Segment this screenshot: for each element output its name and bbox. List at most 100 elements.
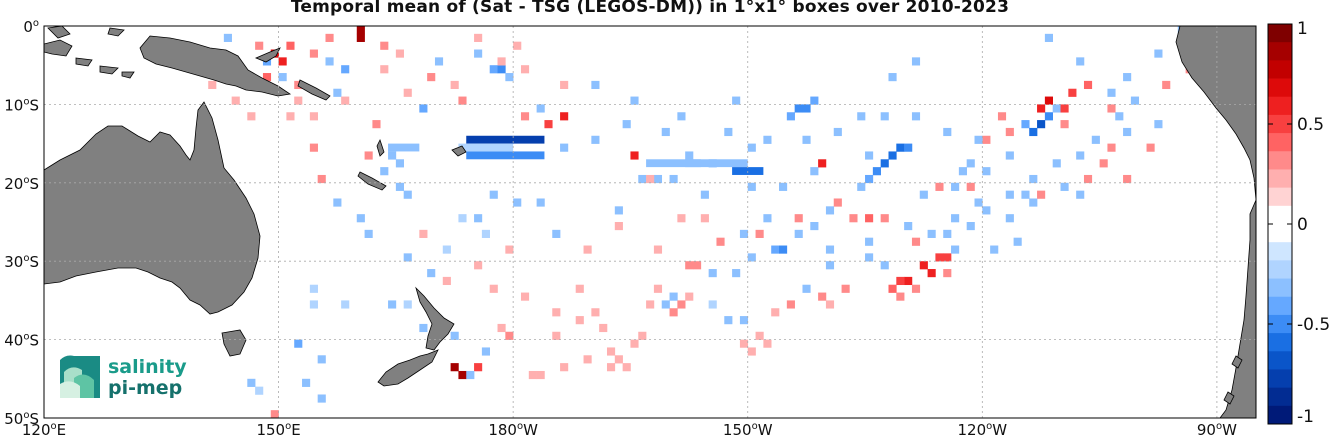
data-cell: [904, 276, 913, 286]
data-cell: [1060, 120, 1069, 129]
data-cell-band: [685, 159, 748, 168]
colorbar-segment: [1268, 224, 1292, 243]
data-cell: [434, 57, 444, 66]
data-cell: [614, 222, 623, 231]
data-cell: [309, 143, 318, 152]
data-cell: [935, 182, 944, 191]
data-cell: [818, 159, 827, 168]
data-cell: [262, 73, 272, 82]
data-cell: [442, 245, 451, 254]
data-cell: [747, 182, 756, 191]
data-cell: [927, 269, 936, 278]
data-cell: [427, 269, 436, 278]
data-cell: [1037, 120, 1046, 129]
data-cell: [419, 104, 428, 113]
data-cell: [1083, 174, 1093, 184]
salinity-pi-mep-logo: salinity pi-mep: [60, 355, 187, 399]
data-cell: [1083, 80, 1093, 90]
data-cell: [865, 237, 874, 246]
data-cell: [1005, 151, 1014, 160]
data-cell: [888, 151, 897, 160]
data-cell: [208, 80, 217, 90]
colorbar-tick-label: -1: [1297, 407, 1314, 427]
data-cell: [560, 112, 569, 121]
data-cell: [474, 33, 483, 42]
data-cell: [458, 96, 467, 105]
data-cell: [1130, 96, 1140, 105]
data-cell: [325, 33, 334, 42]
data-cell: [520, 292, 530, 301]
data-cell: [560, 363, 569, 372]
map-title: Temporal mean of (Sat - TSG (LEGOS-DM)) …: [290, 0, 1010, 17]
data-cell: [497, 323, 506, 333]
colorbar-segment: [1268, 24, 1292, 43]
data-cell: [786, 112, 795, 121]
indonesia-islands: [44, 39, 73, 57]
new-britain: [254, 47, 281, 63]
lon-label: 150oW: [723, 421, 773, 438]
data-cell: [1021, 190, 1030, 199]
data-cell: [810, 222, 819, 231]
data-cell: [395, 159, 404, 168]
data-cell: [466, 370, 475, 380]
colorbar-segment: [1268, 387, 1292, 407]
data-cell: [880, 112, 889, 121]
data-cell: [794, 104, 803, 113]
colorbar-tick-label: 0: [1297, 215, 1308, 235]
data-cell: [247, 112, 256, 121]
data-cell: [771, 308, 780, 317]
data-cell: [880, 261, 889, 270]
data-cell: [520, 112, 530, 121]
data-cell: [583, 245, 592, 254]
lat-label: 40oS: [4, 332, 39, 350]
data-cell: [911, 284, 921, 293]
data-cell: [309, 49, 318, 58]
data-cell: [966, 159, 975, 168]
data-cell: [669, 308, 678, 317]
data-cell: [755, 331, 764, 340]
data-cell: [669, 174, 678, 184]
data-cell: [865, 253, 874, 262]
data-cell: [1146, 143, 1155, 152]
data-cell: [489, 65, 498, 74]
data-cell: [1060, 104, 1069, 113]
data-cell-band: [458, 143, 514, 152]
data-cell: [419, 323, 428, 333]
data-cell: [966, 182, 975, 191]
data-cell: [935, 253, 944, 262]
data-cell: [646, 300, 655, 309]
data-cell: [857, 112, 866, 121]
data-cell: [653, 284, 663, 293]
latitude-labels: 0o 10oS 20oS 30oS 40oS 50oS: [4, 18, 39, 428]
colorbar-segment: [1268, 296, 1292, 316]
colorbar-tick-label: 1: [1297, 19, 1308, 39]
data-cell: [865, 214, 874, 223]
data-cell: [591, 308, 600, 317]
data-cell: [919, 261, 928, 270]
data-cell: [583, 355, 592, 364]
data-cell: [1076, 57, 1085, 66]
data-cell: [591, 80, 600, 90]
data-cell: [395, 49, 404, 58]
data-cell: [1029, 127, 1038, 137]
data-cell: [1107, 104, 1116, 113]
lon-label: 90oW: [1197, 421, 1237, 438]
data-cell: [732, 269, 741, 278]
data-cell: [427, 73, 436, 82]
data-cell: [794, 214, 803, 223]
data-cell: [951, 245, 960, 254]
data-cell: [685, 261, 694, 270]
logo-line-pimep: pi-mep: [108, 377, 182, 399]
data-cell: [403, 253, 412, 262]
data-cell: [747, 347, 756, 356]
data-cell: [763, 135, 772, 144]
data-cell: [825, 245, 835, 254]
data-cell: [255, 41, 264, 50]
data-cell: [779, 245, 788, 254]
data-cell: [911, 57, 921, 66]
data-cell-band: [466, 135, 545, 144]
logo-line-salinity: salinity: [108, 356, 187, 378]
data-cell: [911, 112, 921, 121]
data-cell: [309, 300, 318, 309]
